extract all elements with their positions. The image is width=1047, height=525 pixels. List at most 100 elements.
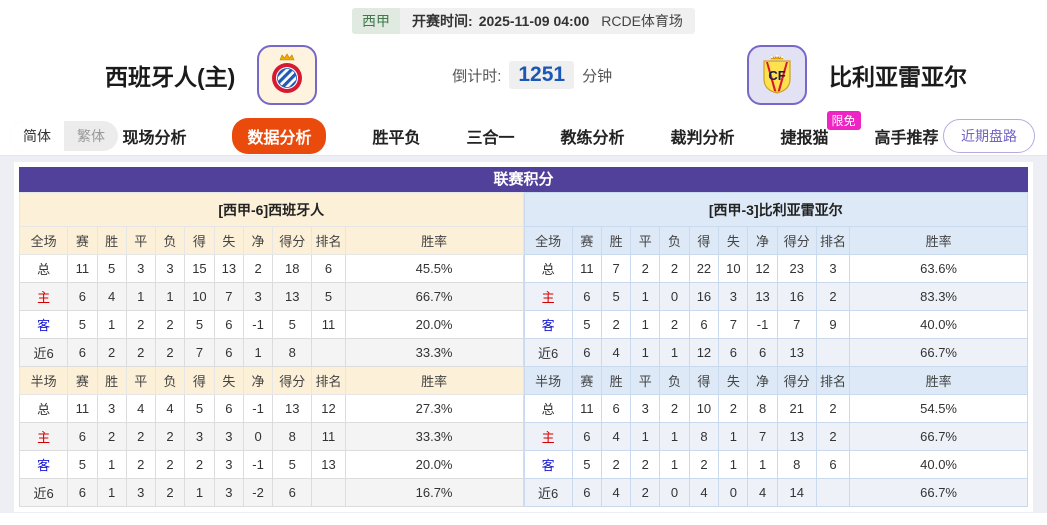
stat-cell: 5 [571, 310, 603, 339]
stat-cell: 5 [601, 282, 632, 311]
away-team-name: 比利亚雷亚尔 [828, 64, 967, 90]
row-label: 总 [18, 254, 69, 283]
away-team-section-header: [西甲-3]比利亚雷亚尔 [523, 192, 1028, 227]
stat-cell: 3 [718, 282, 749, 311]
stat-cell: 2 [125, 310, 156, 339]
stat-cell: 7 [747, 422, 778, 451]
stat-cell: 1 [718, 422, 749, 451]
stat-cell: 11 [67, 254, 98, 283]
stat-cell: 66.7% [849, 422, 1028, 451]
espanyol-crest-icon [272, 53, 303, 93]
stat-cell: 5 [96, 254, 127, 283]
tab-教练分析[interactable]: 教练分析 [560, 129, 625, 147]
stat-cell: 1 [747, 450, 778, 479]
stat-cell: 4 [601, 338, 632, 367]
column-header: 得分 [272, 366, 313, 395]
stat-cell: 2 [96, 338, 127, 367]
stat-cell: 2 [154, 310, 186, 339]
stat-cell: 6 [747, 338, 778, 367]
stat-cell: 0 [718, 478, 749, 507]
tab-现场分析[interactable]: 现场分析 [122, 129, 187, 147]
stat-cell: 3 [815, 254, 851, 283]
column-header: 得 [688, 366, 720, 395]
stat-cell: 16.7% [344, 478, 524, 507]
stat-cell: 1 [659, 450, 690, 479]
stat-cell: 20.0% [344, 310, 524, 339]
tab-三合一[interactable]: 三合一 [466, 129, 515, 147]
stat-cell: 1 [630, 338, 661, 367]
stat-cell: 2 [96, 422, 127, 451]
stat-cell: 5 [311, 282, 346, 311]
svg-text:CF: CF [768, 68, 785, 83]
stat-cell: 6 [213, 310, 244, 339]
navbar: 简体 繁体 现场分析 数据分析 胜平负 三合一 教练分析 裁判分析 捷报猫 限免 高手推荐 近期… [0, 110, 1047, 156]
stat-cell: 2 [601, 310, 632, 339]
stat-cell: 5 [67, 310, 98, 339]
countdown: 倒计时: 1251 分钟 [452, 61, 612, 89]
stat-cell: 6 [67, 478, 98, 507]
stat-cell: 8 [688, 422, 720, 451]
tab-捷报猫[interactable]: 捷报猫 限免 [781, 110, 861, 148]
stat-cell: 1 [630, 310, 661, 339]
column-header: 得分 [776, 366, 817, 395]
stat-cell: 3 [96, 394, 127, 423]
countdown-label: 倒计时: [452, 67, 502, 85]
home-team-name: 西班牙人(主) [105, 64, 236, 90]
column-header: 得 [688, 226, 720, 255]
tab-数据分析[interactable]: 数据分析 [232, 117, 327, 154]
lang-simplified[interactable]: 简体 [10, 120, 64, 151]
tab-高手推荐[interactable]: 高手推荐 [874, 129, 939, 147]
home-team: 西班牙人(主) [105, 45, 318, 105]
home-team-section-header: [西甲-6]西班牙人 [19, 192, 524, 227]
stat-cell: -2 [242, 478, 274, 507]
stat-cell: 6 [601, 394, 632, 423]
row-label: 客 [523, 450, 573, 479]
stat-cell: 2 [659, 254, 690, 283]
recent-trend-button[interactable]: 近期盘路 [943, 118, 1035, 153]
stat-cell: 6 [67, 422, 98, 451]
stat-cell: 40.0% [849, 450, 1028, 479]
stat-cell: 2 [184, 450, 215, 479]
stat-cell: 4 [688, 478, 720, 507]
countdown-unit: 分钟 [582, 67, 613, 85]
stat-cell: 2 [630, 478, 661, 507]
stat-cell: 7 [776, 310, 817, 339]
column-header: 负 [154, 226, 186, 255]
column-header: 负 [154, 366, 186, 395]
league-table-away: [西甲-3]比利亚雷亚尔 全场赛胜平负得失净得分 排名 胜率总 11 7 2 2 22 10 12 2… [523, 192, 1029, 507]
column-header: 半场 [523, 366, 573, 395]
lang-toggle[interactable]: 简体 繁体 [10, 120, 118, 151]
stat-cell: 6 [213, 338, 244, 367]
stat-cell [815, 338, 851, 367]
column-header: 得 [184, 366, 215, 395]
stat-cell: 3 [242, 282, 274, 311]
row-label: 主 [523, 282, 573, 311]
stat-cell: 83.3% [849, 282, 1028, 311]
stat-cell: 45.5% [344, 254, 524, 283]
stat-cell: 13 [776, 422, 817, 451]
stat-cell: 4 [747, 478, 778, 507]
column-header: 平 [630, 226, 661, 255]
stat-cell: 11 [571, 394, 603, 423]
tab-胜平负[interactable]: 胜平负 [372, 129, 421, 147]
stat-cell: 40.0% [849, 310, 1028, 339]
column-header: 全场 [523, 226, 573, 255]
column-header: 净 [242, 366, 274, 395]
stat-cell: 21 [776, 394, 817, 423]
column-header: 失 [213, 366, 244, 395]
match-header: 西班牙人(主) 倒计时: 1251 分钟 [0, 34, 1047, 116]
lang-traditional[interactable]: 繁体 [77, 127, 105, 144]
stat-cell: 1 [242, 338, 274, 367]
stat-cell: 3 [213, 478, 244, 507]
column-header: 净 [747, 226, 778, 255]
stat-cell: 15 [184, 254, 215, 283]
villarreal-crest-icon: CF [763, 55, 791, 94]
stat-cell: 13 [272, 394, 313, 423]
tab-裁判分析[interactable]: 裁判分析 [670, 129, 735, 147]
stat-cell: 8 [776, 450, 817, 479]
league-table-card: 联赛积分 [西甲-6]西班牙人 全场赛胜平负得失净得分 排名 胜率总 11 5 3 3 15 13… [14, 162, 1033, 512]
stat-cell: 7 [213, 282, 244, 311]
stat-cell: 6 [272, 478, 313, 507]
row-label: 总 [18, 394, 69, 423]
stat-cell: 6 [571, 478, 603, 507]
